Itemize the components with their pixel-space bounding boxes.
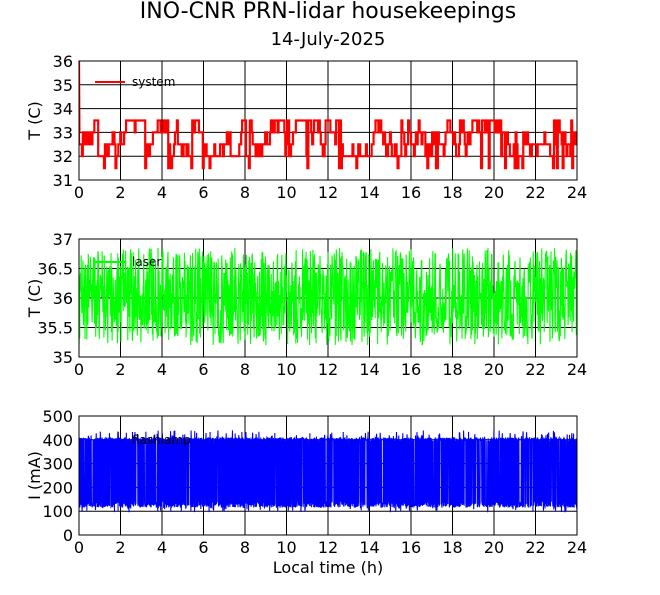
x-tick-label: 18 (442, 538, 462, 557)
y-tick-label: 0 (63, 526, 73, 545)
x-tick-label: 24 (567, 538, 587, 557)
x-tick-label: 18 (442, 360, 462, 379)
plot-frame (78, 415, 578, 536)
series-line-laser (79, 247, 577, 346)
y-tick-label: 36 (53, 52, 73, 71)
y-axis-label: I (mA) (25, 451, 44, 500)
x-tick-label: 22 (525, 183, 545, 202)
x-tick-label: 2 (115, 360, 125, 379)
x-tick-label: 2 (115, 538, 125, 557)
x-tick-label: 2 (115, 183, 125, 202)
legend-label-laser: laser (132, 255, 161, 269)
x-tick-label: 10 (276, 183, 296, 202)
y-tick-label: 500 (42, 407, 73, 426)
series-line-flashlamp (79, 430, 577, 513)
x-tick-label: 22 (525, 538, 545, 557)
x-tick-label: 0 (74, 183, 84, 202)
x-tick-label: 14 (359, 360, 379, 379)
x-tick-label: 0 (74, 360, 84, 379)
x-tick-label: 24 (567, 183, 587, 202)
chart-title: INO-CNR PRN-lidar housekeepings (140, 0, 516, 24)
y-tick-label: 32 (53, 147, 73, 166)
y-tick-label: 100 (42, 502, 73, 521)
x-tick-label: 16 (401, 360, 421, 379)
x-tick-label: 6 (198, 183, 208, 202)
x-tick-label: 12 (318, 183, 338, 202)
x-tick-label: 22 (525, 360, 545, 379)
x-tick-label: 6 (198, 360, 208, 379)
x-tick-label: 8 (240, 183, 250, 202)
x-tick-label: 12 (318, 538, 338, 557)
x-tick-label: 20 (484, 360, 504, 379)
x-tick-label: 8 (240, 360, 250, 379)
y-tick-label: 37 (53, 230, 73, 249)
x-tick-label: 14 (359, 538, 379, 557)
x-tick-label: 0 (74, 538, 84, 557)
x-tick-label: 10 (276, 538, 296, 557)
x-tick-label: 4 (157, 538, 167, 557)
y-tick-label: 34 (53, 100, 73, 119)
y-tick-label: 36 (53, 289, 73, 308)
x-tick-label: 14 (359, 183, 379, 202)
y-tick-label: 35 (53, 76, 73, 95)
x-tick-label: 18 (442, 183, 462, 202)
x-tick-label: 4 (157, 360, 167, 379)
plot-frame (78, 60, 578, 181)
chart-subtitle: 14-July-2025 (271, 29, 386, 50)
y-tick-label: 400 (42, 431, 73, 450)
y-tick-label: 200 (42, 478, 73, 497)
x-tick-label: 12 (318, 360, 338, 379)
legend-label-system: system (132, 75, 175, 89)
x-tick-label: 10 (276, 360, 296, 379)
x-tick-label: 6 (198, 538, 208, 557)
y-tick-label: 33 (53, 123, 73, 142)
x-tick-label: 16 (401, 538, 421, 557)
y-tick-label: 31 (53, 171, 73, 190)
y-tick-label: 300 (42, 455, 73, 474)
series-line-system (79, 61, 577, 170)
legend-label-flashlamp: flashlamp (132, 433, 191, 447)
x-axis-label: Local time (h) (273, 558, 383, 577)
x-tick-label: 20 (484, 538, 504, 557)
x-tick-label: 20 (484, 183, 504, 202)
x-tick-label: 4 (157, 183, 167, 202)
y-tick-label: 36.5 (37, 260, 73, 279)
y-axis-label: T (C) (25, 279, 44, 319)
y-tick-label: 35.5 (37, 319, 73, 338)
y-axis-label: T (C) (25, 101, 44, 141)
plot-frame (78, 238, 578, 358)
y-tick-label: 35 (53, 348, 73, 367)
x-tick-label: 24 (567, 360, 587, 379)
x-tick-label: 16 (401, 183, 421, 202)
x-tick-label: 8 (240, 538, 250, 557)
